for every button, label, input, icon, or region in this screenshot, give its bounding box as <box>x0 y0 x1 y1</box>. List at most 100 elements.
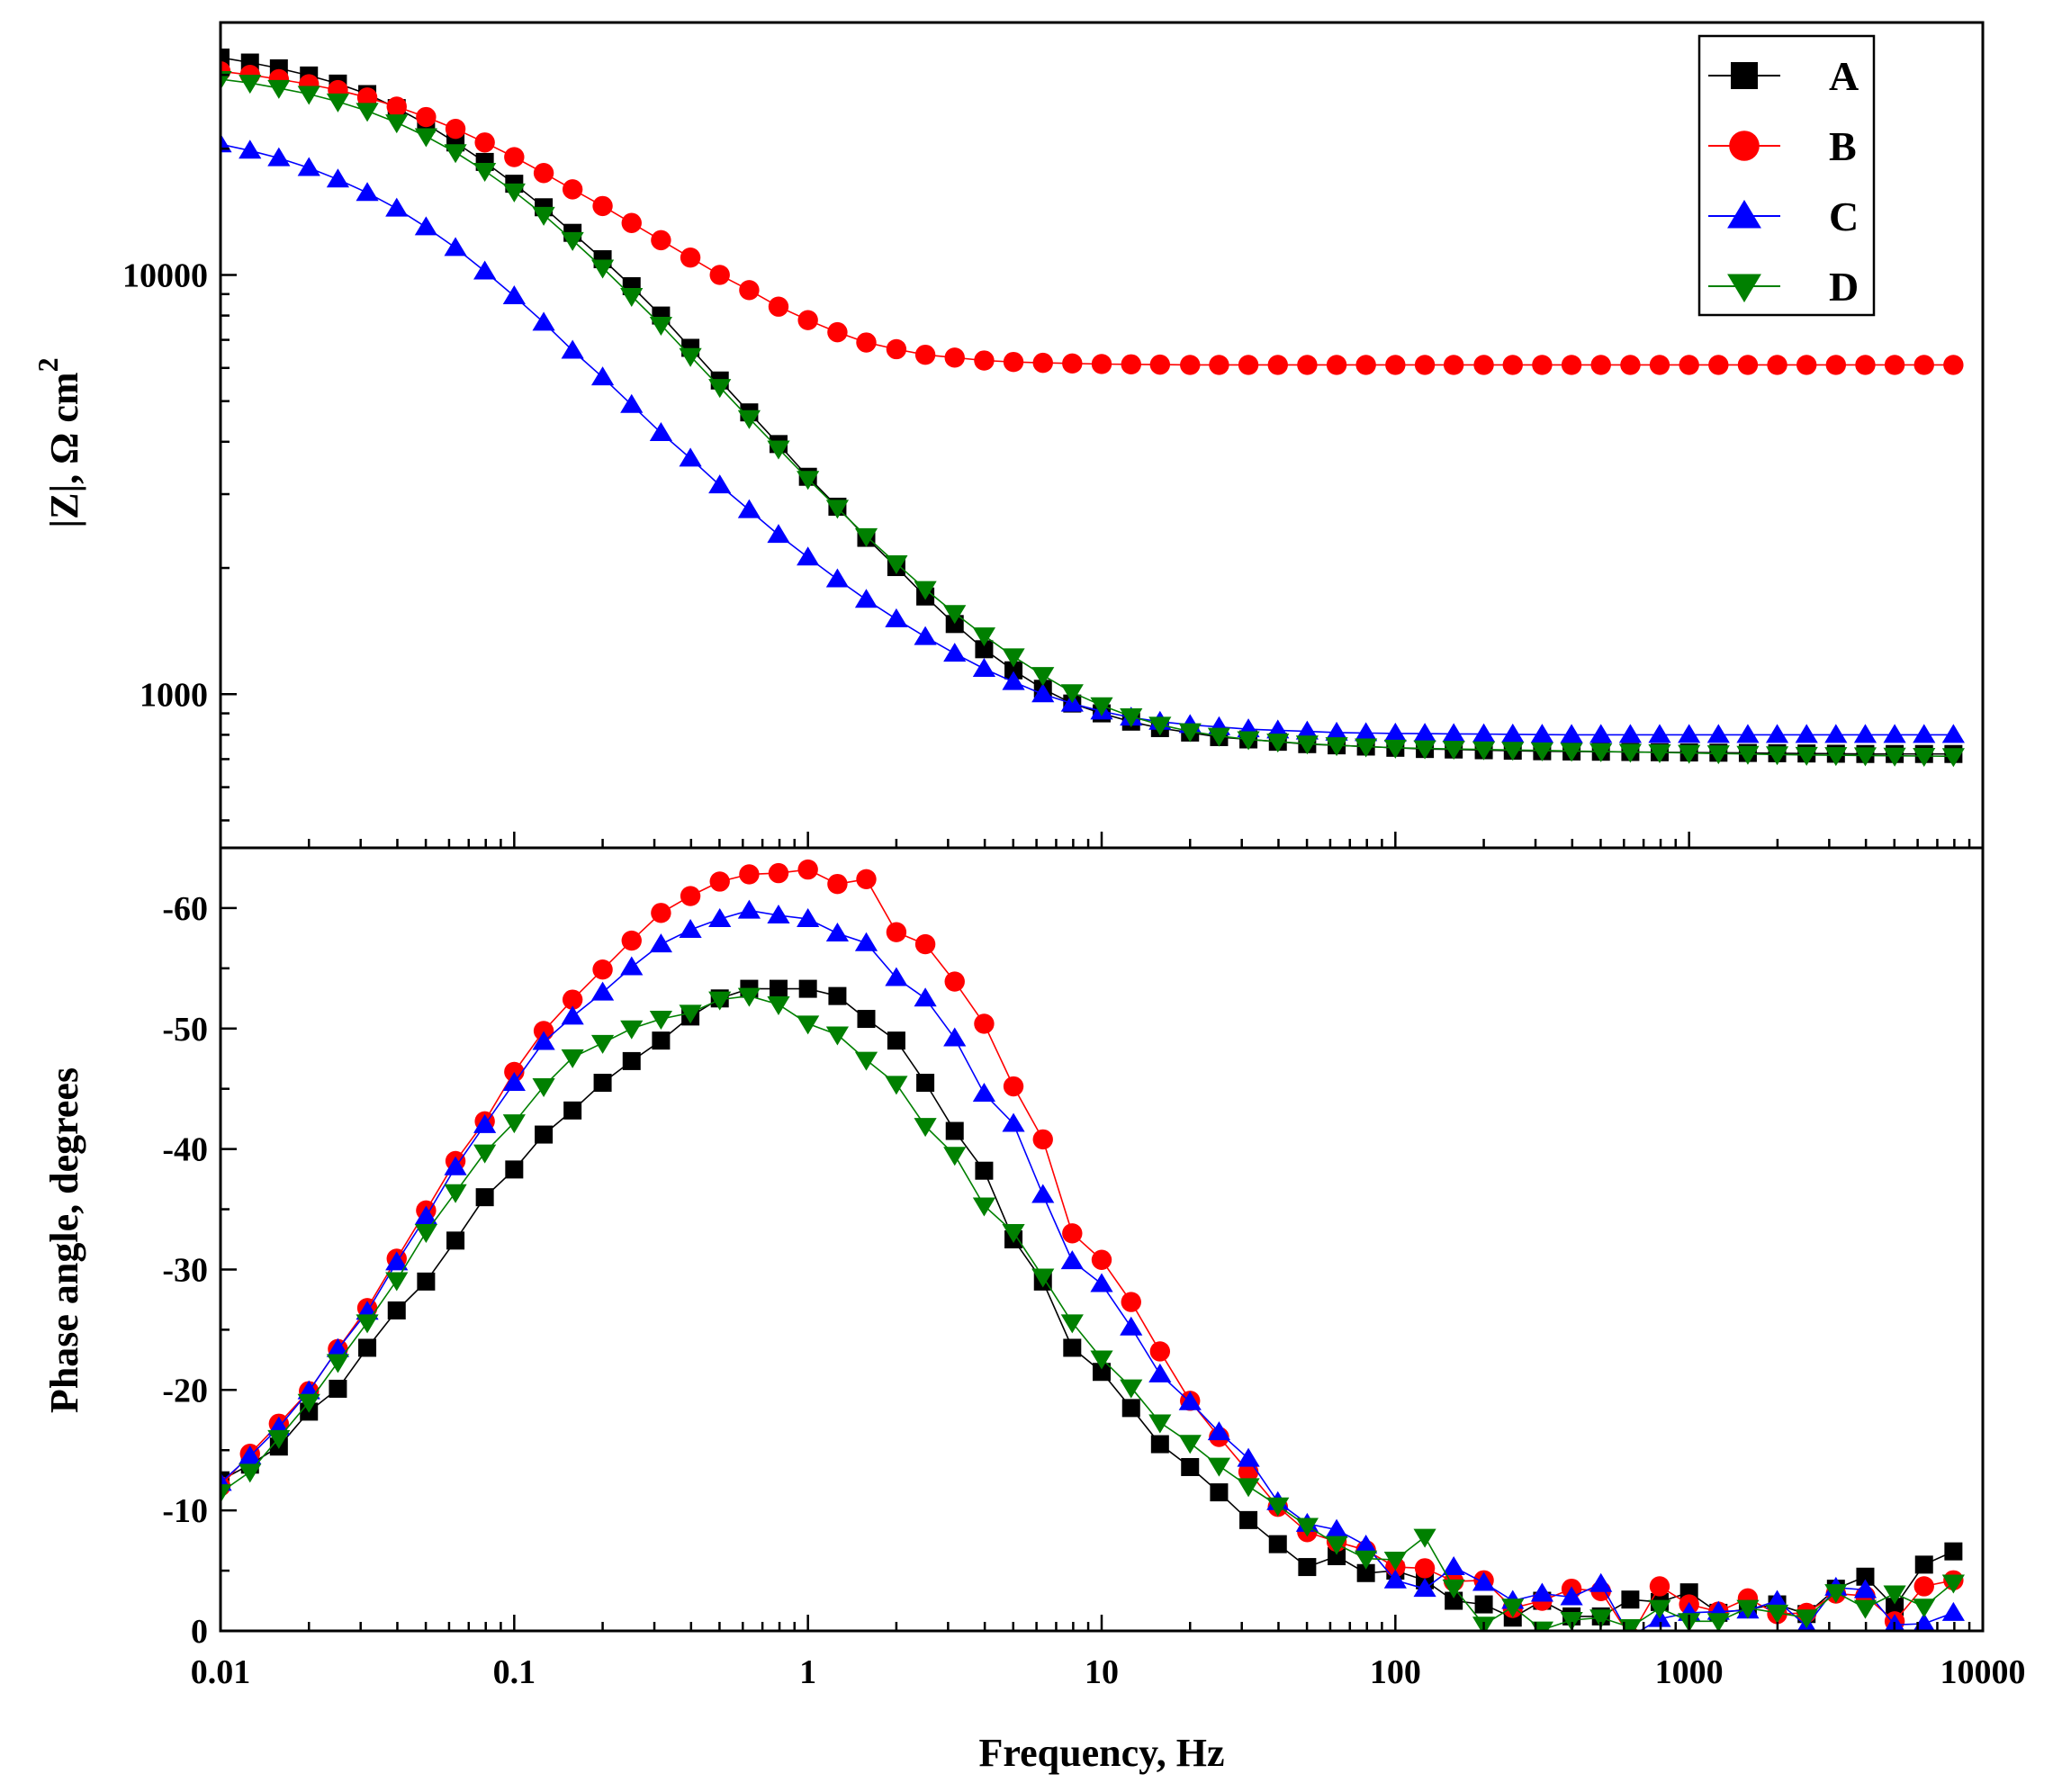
impedance-point-d <box>1736 745 1760 765</box>
phase-point-c <box>825 923 850 942</box>
impedance-point-c <box>1736 724 1760 743</box>
impedance-point-c <box>1648 724 1671 743</box>
phase-point-a <box>1063 1338 1082 1357</box>
impedance-point-a <box>1004 661 1023 680</box>
phase-y-tick-label: -30 <box>162 1251 208 1289</box>
phase-point-b <box>504 1061 525 1083</box>
impedance-point-b <box>1767 355 1787 375</box>
impedance-point-c <box>620 393 644 413</box>
phase-point-c <box>885 967 908 986</box>
impedance-point-c <box>1795 724 1818 743</box>
phase-point-d <box>737 987 761 1007</box>
impedance-point-b <box>1913 355 1934 375</box>
impedance-point-c <box>1824 724 1848 743</box>
impedance-point-c <box>502 285 526 305</box>
impedance-point-d <box>1090 697 1113 716</box>
phase-point-d <box>221 1484 232 1504</box>
phase-point-d <box>473 1144 497 1164</box>
phase-point-a <box>358 1338 377 1357</box>
phase-point-b <box>827 873 848 895</box>
phase-point-d <box>1237 1478 1260 1498</box>
phase-point-c <box>620 956 644 976</box>
phase-y-tick-label: -20 <box>162 1372 208 1409</box>
impedance-point-b <box>1091 354 1112 374</box>
phase-point-a <box>945 1121 964 1140</box>
phase-point-d <box>943 1147 967 1166</box>
impedance-point-b <box>1003 351 1024 373</box>
x-tick-label: 100 <box>1370 1653 1421 1691</box>
impedance-point-b <box>1708 355 1729 375</box>
impedance-point-b <box>1326 355 1347 375</box>
impedance-point-c <box>797 546 820 566</box>
phase-point-d <box>1501 1598 1525 1618</box>
phase-point-a <box>622 1051 641 1070</box>
impedance-point-b <box>1355 355 1376 375</box>
impedance-point-b <box>914 344 936 365</box>
phase-point-b <box>1414 1558 1436 1579</box>
phase-axes-group: 0 -10 -20 -30 -40 -50 -60 <box>162 846 1985 1651</box>
impedance-point-a <box>975 640 994 659</box>
impedance-point-d <box>356 103 379 122</box>
phase-point-c <box>649 933 672 953</box>
phase-y-axis-title: Phase angle, degrees <box>42 1067 86 1413</box>
phase-point-d <box>1442 1579 1465 1598</box>
phase-point-c <box>1002 1112 1025 1132</box>
phase-point-d <box>1178 1435 1202 1454</box>
impedance-point-c <box>1853 724 1877 743</box>
impedance-point-c <box>1913 724 1936 743</box>
impedance-point-c <box>943 643 967 662</box>
impedance-point-c <box>326 168 350 188</box>
phase-point-d <box>561 1049 584 1068</box>
impedance-point-c <box>854 589 878 608</box>
phase-point-b <box>621 930 642 951</box>
phase-point-d <box>1148 1414 1172 1434</box>
phase-point-d <box>267 1429 291 1449</box>
x-tick-label: 10000 <box>1940 1653 2026 1691</box>
impedance-point-b <box>1649 355 1670 375</box>
phase-point-a <box>1944 1542 1963 1561</box>
impedance-point-d <box>326 93 350 113</box>
impedance-point-d <box>1795 746 1818 766</box>
impedance-point-d <box>1913 747 1936 767</box>
phase-point-a <box>887 1031 905 1050</box>
impedance-point-c <box>1031 683 1055 703</box>
impedance-series-group <box>221 48 1965 768</box>
impedance-point-d <box>679 347 702 367</box>
impedance-point-d <box>297 86 320 105</box>
phase-point-d <box>1413 1528 1436 1548</box>
impedance-point-b <box>768 296 789 317</box>
impedance-point-c <box>356 182 379 202</box>
impedance-point-b <box>886 338 907 360</box>
phase-point-a <box>446 1231 465 1250</box>
phase-y-tick-label: 0 <box>191 1613 208 1651</box>
phase-y-tick-label: -10 <box>162 1492 208 1530</box>
impedance-point-b <box>1825 355 1847 375</box>
impedance-point-d <box>561 231 584 251</box>
phase-point-a <box>1621 1590 1640 1609</box>
impedance-point-d <box>1589 743 1613 762</box>
phase-point-b <box>856 869 877 889</box>
impedance-point-d <box>972 627 996 647</box>
impedance-point-b <box>1443 355 1464 375</box>
impedance-series-c <box>221 133 1965 743</box>
phase-point-c <box>326 1337 350 1357</box>
impedance-point-d <box>1678 744 1701 764</box>
phase-point-c <box>1442 1556 1465 1576</box>
impedance-point-d <box>1237 731 1260 751</box>
frequency-axis: 0.01 0.1 1 10 100 1000 10000 <box>191 1653 2026 1691</box>
phase-point-b <box>768 862 789 884</box>
phase-point-a <box>1856 1567 1875 1586</box>
phase-point-b <box>1091 1249 1112 1270</box>
impedance-point-d <box>1501 742 1525 761</box>
phase-point-c <box>943 1027 967 1047</box>
impedance-modulus-panel: 1000 10000 <box>122 21 1985 850</box>
impedance-point-c <box>1355 722 1378 742</box>
impedance-point-b <box>1502 355 1523 375</box>
impedance-point-d <box>1706 745 1730 765</box>
impedance-point-c <box>239 140 262 159</box>
impedance-point-c <box>708 474 732 494</box>
impedance-point-b <box>416 106 437 128</box>
impedance-point-c <box>414 216 437 236</box>
impedance-point-b <box>1385 355 1406 375</box>
phase-point-a <box>828 986 847 1005</box>
